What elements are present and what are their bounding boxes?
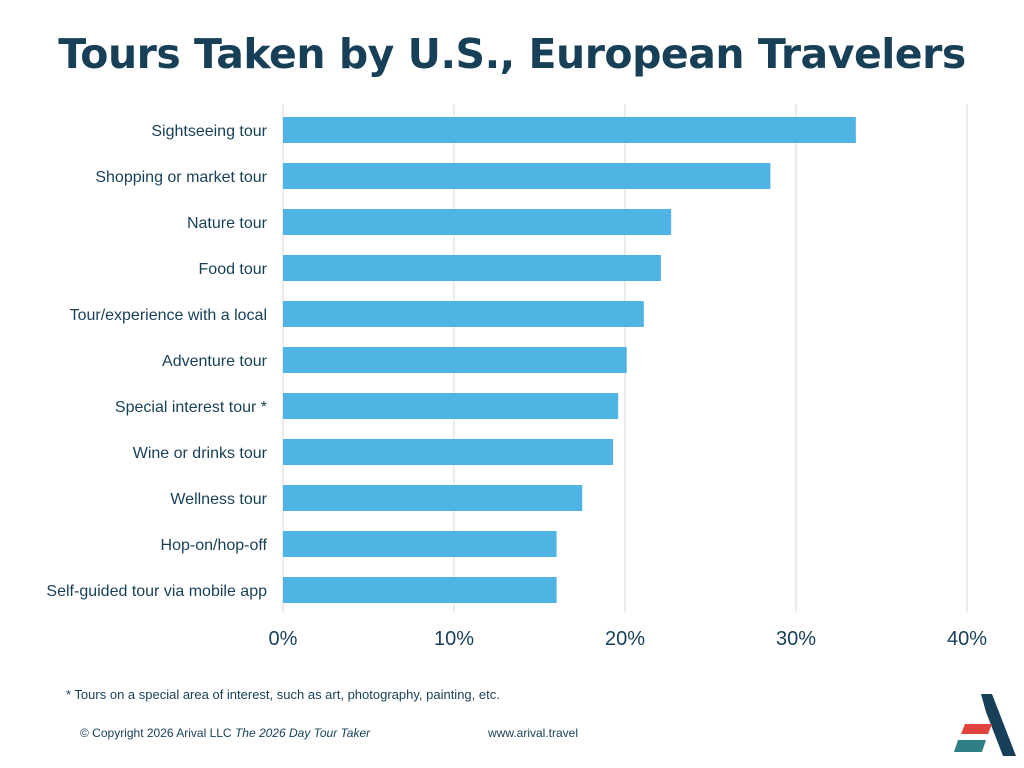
copyright-notice: © Copyright 2026 Arival LLC The 2026 Day… xyxy=(80,726,370,740)
footnote: * Tours on a special area of interest, s… xyxy=(66,687,500,702)
x-tick-labels: 0% 10% 20% 30% 40% xyxy=(269,628,988,650)
category-label: Tour/experience with a local xyxy=(70,307,267,324)
chart-title: Tours Taken by U.S., European Travelers xyxy=(58,30,966,78)
category-label: Shopping or market tour xyxy=(95,169,267,186)
category-label: Wine or drinks tour xyxy=(133,445,268,462)
logo-red-shape xyxy=(961,724,992,734)
category-label: Adventure tour xyxy=(162,353,268,370)
logo-teal-shape xyxy=(954,740,986,752)
copyright-text: © Copyright 2026 Arival LLC xyxy=(80,726,232,740)
category-label: Hop-on/hop-off xyxy=(161,537,268,554)
bar xyxy=(283,255,661,281)
category-label: Wellness tour xyxy=(170,491,267,508)
x-tick-label: 40% xyxy=(947,628,987,650)
arival-logo-icon xyxy=(954,694,1016,756)
bar xyxy=(283,577,557,603)
bar xyxy=(283,209,672,235)
category-label: Special interest tour * xyxy=(115,399,267,416)
bar xyxy=(283,485,583,511)
bar xyxy=(283,393,619,419)
bar xyxy=(283,301,644,327)
category-label: Nature tour xyxy=(187,215,268,232)
x-tick-label: 30% xyxy=(776,628,816,650)
bars xyxy=(283,117,856,603)
bar xyxy=(283,439,614,465)
bar xyxy=(283,117,856,143)
x-tick-label: 10% xyxy=(434,628,474,650)
category-label: Sightseeing tour xyxy=(151,123,267,140)
bar xyxy=(283,531,557,557)
bar xyxy=(283,347,627,373)
bar xyxy=(283,163,771,189)
category-label: Self-guided tour via mobile app xyxy=(46,583,267,600)
publication-title: The 2026 Day Tour Taker xyxy=(234,726,371,740)
category-labels: Sightseeing tour Shopping or market tour N… xyxy=(46,123,267,600)
x-tick-label: 20% xyxy=(605,628,645,650)
category-label: Food tour xyxy=(199,261,268,278)
logo-dark-shape xyxy=(981,694,1016,756)
x-tick-label: 0% xyxy=(269,628,298,650)
bar-chart: Sightseeing tour Shopping or market tour N… xyxy=(46,104,988,650)
website-link[interactable]: www.arival.travel xyxy=(488,726,579,740)
